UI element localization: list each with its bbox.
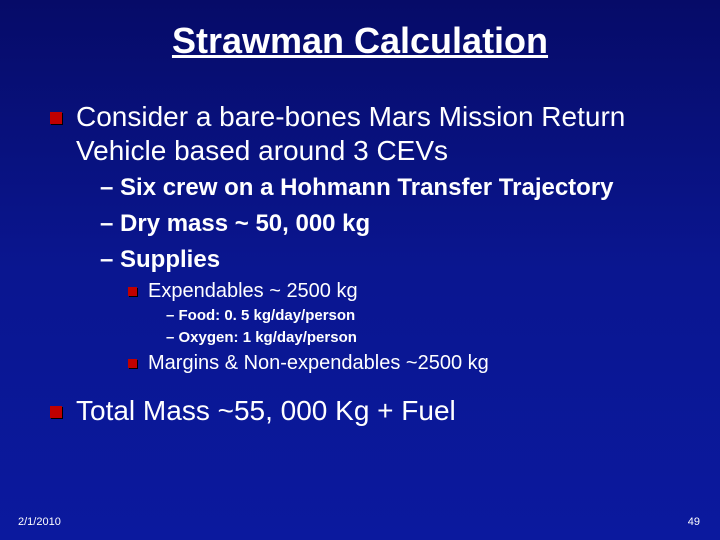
bullet-l2: Supplies: [50, 245, 680, 275]
bullet-l4: Food: 0. 5 kg/day/person: [50, 306, 680, 326]
slide-content: Consider a bare-bones Mars Mission Retur…: [0, 72, 720, 428]
slide: Strawman Calculation Consider a bare-bon…: [0, 0, 720, 540]
slide-title: Strawman Calculation: [0, 0, 720, 72]
bullet-l1: Consider a bare-bones Mars Mission Retur…: [50, 100, 680, 167]
footer-page-number: 49: [688, 516, 700, 528]
bullet-l1: Total Mass ~55, 000 Kg + Fuel: [50, 394, 680, 428]
footer-date: 2/1/2010: [18, 516, 61, 528]
bullet-l3: Expendables ~ 2500 kg: [50, 279, 680, 304]
bullet-l2: Six crew on a Hohmann Transfer Trajector…: [50, 173, 680, 203]
bullet-l4: Oxygen: 1 kg/day/person: [50, 328, 680, 348]
bullet-l3: Margins & Non-expendables ~2500 kg: [50, 351, 680, 376]
bullet-l2: Dry mass ~ 50, 000 kg: [50, 209, 680, 239]
